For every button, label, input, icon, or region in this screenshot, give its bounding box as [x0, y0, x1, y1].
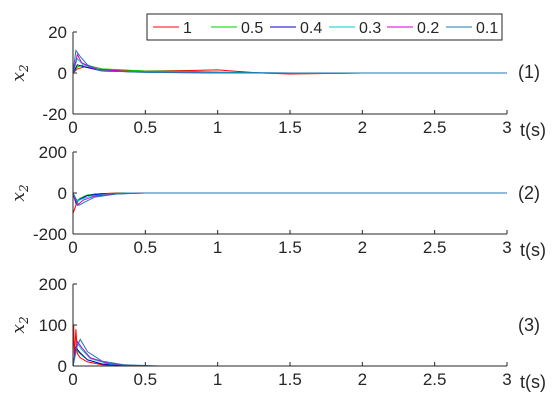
x-tick-label: 3: [502, 118, 511, 137]
y-axis-label-subscript: 2: [17, 184, 31, 193]
series-line-2-2: [73, 192, 507, 202]
legend-entry: 0.1: [476, 20, 498, 37]
x-axis-label: t(s): [520, 120, 546, 140]
x-tick-label: 0.5: [134, 370, 158, 389]
x-tick-label: 3: [502, 238, 511, 257]
y-axis-label-subscript: 2: [17, 64, 31, 73]
legend-entry: 1: [183, 20, 192, 37]
x-tick-label: 0.5: [134, 238, 158, 257]
y-tick-label: 100: [39, 316, 67, 335]
y-axis-label: x2: [9, 184, 31, 201]
legend: 1 0.5 0.4 0.3 0.2 0.1: [146, 13, 503, 41]
legend-entry: 0.2: [417, 20, 439, 37]
legend-entry: 0.3: [359, 20, 381, 37]
x-tick-label: 2: [358, 118, 367, 137]
panel-3: 0 0.5 1 1.5 2 2.5 3 0 100 200 t(s) x2 (3): [9, 275, 546, 392]
x-tick-label: 1: [213, 118, 222, 137]
x-axis-label: t(s): [520, 240, 546, 260]
x-tick-label: 2: [358, 370, 367, 389]
y-tick-label: -200: [33, 225, 67, 244]
y-tick-label: 0: [58, 357, 67, 376]
y-tick-label: 200: [39, 275, 67, 294]
x-tick-label: 1.5: [278, 370, 302, 389]
x-tick-label: 2: [358, 238, 367, 257]
y-axis-label: x2: [9, 64, 31, 81]
series-line-2-5: [73, 192, 507, 207]
x-tick-label: 1: [213, 370, 222, 389]
y-tick-label: -20: [42, 105, 67, 124]
x-tick-label: 1.5: [278, 118, 302, 137]
y-tick-label: 200: [39, 143, 67, 162]
x-tick-label: 0.5: [134, 118, 158, 137]
x-tick-label: 2.5: [423, 118, 447, 137]
x-tick-label: 0: [68, 370, 77, 389]
x-axis-label: t(s): [520, 372, 546, 392]
series-line-3-1: [73, 324, 507, 366]
series-line-2-3: [73, 192, 507, 205]
x-tick-label: 3: [502, 370, 511, 389]
series-line-1-6: [73, 49, 507, 74]
y-axis-label: x2: [9, 316, 31, 333]
x-tick-label: 0: [68, 118, 77, 137]
panel-label: (2): [518, 183, 540, 203]
x-tick-label: 2.5: [423, 370, 447, 389]
x-tick-label: 0: [68, 238, 77, 257]
series-line-3-5: [73, 340, 507, 366]
series-line-2-4: [73, 192, 507, 202]
series-line-2-6: [73, 192, 507, 206]
x-tick-label: 1.5: [278, 238, 302, 257]
legend-entry: 0.4: [300, 20, 322, 37]
panel-label: (3): [518, 315, 540, 335]
y-tick-label: 0: [58, 184, 67, 203]
y-tick-label: 0: [58, 64, 67, 83]
x-tick-label: 1: [213, 238, 222, 257]
legend-entry: 0.5: [241, 20, 263, 37]
y-tick-label: 20: [48, 23, 67, 42]
y-axis-label-subscript: 2: [17, 316, 31, 325]
panel-label: (1): [518, 62, 540, 82]
series-line-2-1: [73, 192, 507, 214]
x-tick-label: 2.5: [423, 238, 447, 257]
legend-box: [146, 13, 503, 41]
